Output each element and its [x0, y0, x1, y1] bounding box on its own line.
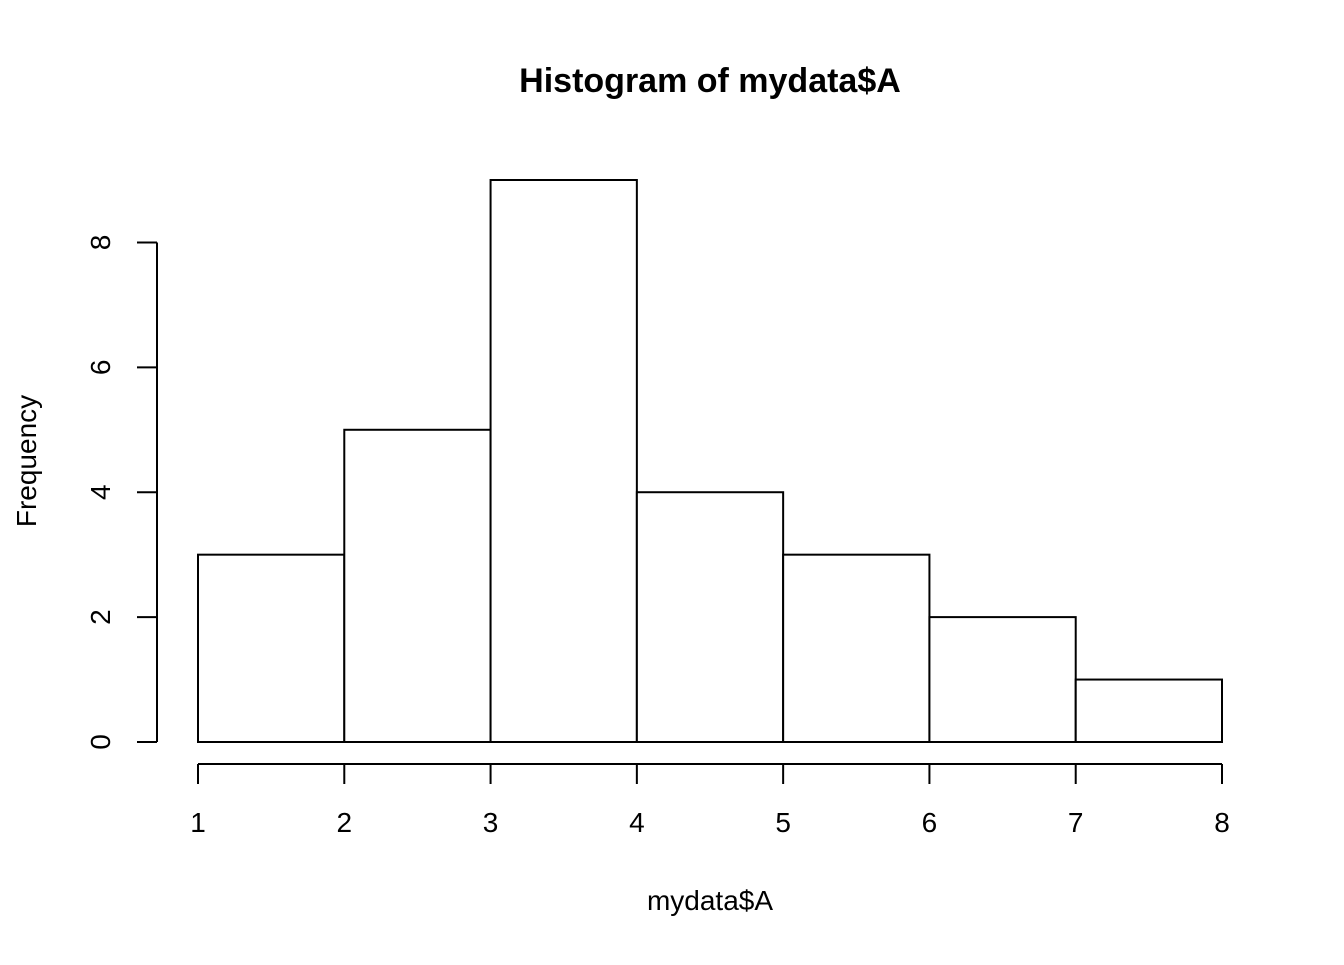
x-tick-label: 3 [483, 807, 499, 838]
histogram-bar-5 [782, 553, 931, 744]
y-tick-label: 2 [85, 609, 116, 625]
x-tick-label: 2 [336, 807, 352, 838]
x-tick-label: 7 [1068, 807, 1084, 838]
x-tick-label: 4 [629, 807, 645, 838]
histogram-bar-3 [489, 179, 638, 743]
y-axis: 0 2 4 6 8 [85, 235, 158, 750]
chart-title: Histogram of mydata$A [519, 62, 901, 100]
histogram-bar-6 [928, 616, 1077, 743]
x-tick-label: 6 [922, 807, 938, 838]
histogram-bar-7 [1074, 678, 1223, 743]
x-axis: 1 2 3 4 5 6 7 8 [190, 763, 1230, 838]
y-axis-title: Frequency [11, 395, 42, 527]
x-axis-title: mydata$A [647, 885, 773, 916]
x-tick-label: 5 [775, 807, 791, 838]
histogram-bar-2 [343, 428, 492, 743]
y-tick-label: 8 [85, 235, 116, 251]
bars-group [197, 179, 1223, 744]
y-tick-label: 0 [85, 734, 116, 750]
y-tick-label: 6 [85, 360, 116, 376]
x-tick-label: 8 [1214, 807, 1230, 838]
histogram-bar-1 [197, 553, 346, 744]
x-tick-label: 1 [190, 807, 206, 838]
histogram-bar-4 [635, 491, 785, 743]
y-tick-label: 4 [85, 484, 116, 500]
